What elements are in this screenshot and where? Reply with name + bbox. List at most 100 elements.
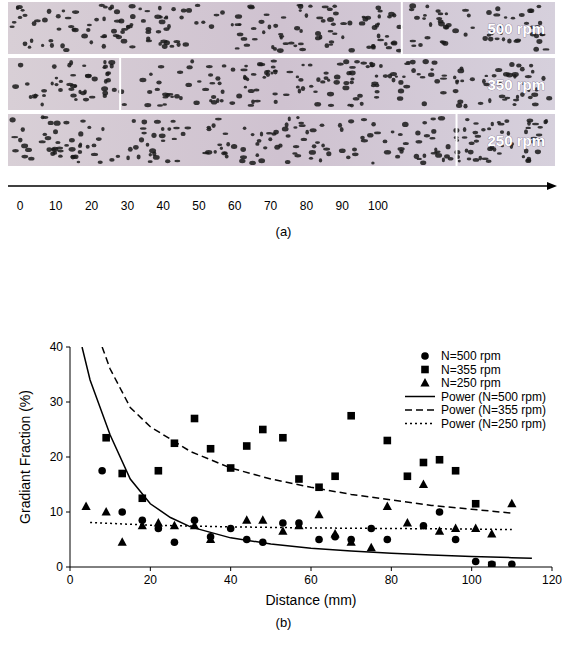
particle: [154, 15, 161, 19]
particle: [441, 74, 447, 76]
legend-label: N=500 rpm: [441, 349, 501, 363]
particle: [132, 119, 136, 123]
strip-divider: [401, 2, 403, 54]
particle: [482, 158, 489, 160]
particle: [391, 131, 395, 134]
particle: [67, 63, 71, 68]
strip-tick-label: 90: [336, 199, 350, 213]
particle: [18, 16, 22, 19]
particle: [535, 149, 541, 154]
particle: [77, 161, 81, 164]
particle: [102, 66, 106, 69]
particle: [55, 83, 59, 86]
particle: [497, 152, 502, 155]
particle: [347, 104, 351, 107]
particle: [543, 48, 550, 50]
particle: [129, 23, 133, 27]
x-tick-label: 40: [224, 573, 238, 587]
particle: [434, 148, 437, 152]
particle: [442, 158, 445, 163]
particle: [42, 94, 46, 97]
particle: [410, 40, 416, 43]
y-tick: [66, 457, 70, 458]
particle: [415, 131, 420, 136]
x-tick: [311, 567, 312, 571]
particle: [141, 132, 147, 135]
particle: [129, 45, 135, 48]
particle: [74, 84, 78, 88]
particle: [156, 30, 162, 34]
particle: [262, 30, 265, 34]
particle: [478, 102, 484, 105]
particle: [297, 4, 304, 6]
particle: [322, 6, 329, 9]
legend-marker: [420, 378, 429, 387]
particle: [218, 81, 222, 85]
particle: [186, 8, 192, 13]
particle: [64, 144, 69, 147]
particle: [52, 64, 57, 69]
particle: [92, 77, 98, 82]
particle: [271, 45, 274, 49]
particle: [536, 39, 542, 44]
particle: [74, 98, 78, 101]
particle: [193, 100, 199, 105]
particle: [440, 91, 447, 94]
particle: [384, 150, 391, 155]
particle: [527, 157, 532, 161]
particle: [525, 127, 531, 129]
particle: [327, 7, 333, 11]
particle: [149, 148, 156, 153]
particle: [438, 116, 445, 121]
particle: [21, 127, 25, 132]
particle: [352, 148, 357, 152]
particle: [248, 89, 255, 93]
particle: [331, 22, 336, 26]
particle: [377, 23, 380, 26]
particle: [277, 48, 284, 53]
particle: [235, 14, 242, 19]
data-point: [384, 536, 392, 544]
particle: [298, 78, 303, 82]
particle: [41, 89, 47, 93]
particle: [172, 138, 177, 140]
particle: [424, 134, 430, 137]
particle: [315, 31, 321, 36]
particle: [197, 80, 202, 82]
particle: [305, 130, 309, 135]
particle: [315, 36, 321, 40]
strip-background: [8, 2, 555, 54]
particle: [516, 63, 521, 67]
particle: [215, 76, 220, 80]
particle: [144, 103, 151, 107]
particle: [390, 72, 397, 76]
particle: [85, 74, 92, 78]
particle: [260, 132, 263, 137]
particle: [173, 40, 180, 43]
particle: [375, 75, 379, 78]
particle: [226, 142, 230, 147]
particle: [58, 88, 63, 92]
particle: [12, 84, 19, 89]
particle: [417, 73, 421, 76]
particle: [243, 75, 246, 80]
particle: [453, 89, 459, 93]
strip-tick-label: 30: [121, 199, 135, 213]
particle: [332, 33, 337, 36]
data-point: [471, 524, 480, 533]
legend-line: [405, 396, 435, 398]
particle: [238, 23, 242, 26]
particle: [16, 5, 23, 9]
particle: [532, 103, 539, 107]
particle: [296, 76, 299, 79]
particle: [149, 73, 153, 76]
strip-background: [8, 58, 555, 110]
particle: [138, 7, 142, 10]
particle: [249, 161, 256, 165]
particle: [215, 118, 222, 121]
particle: [385, 35, 389, 38]
x-tick: [230, 567, 231, 571]
particle: [305, 13, 309, 18]
particle: [30, 39, 34, 44]
particle: [23, 41, 28, 46]
